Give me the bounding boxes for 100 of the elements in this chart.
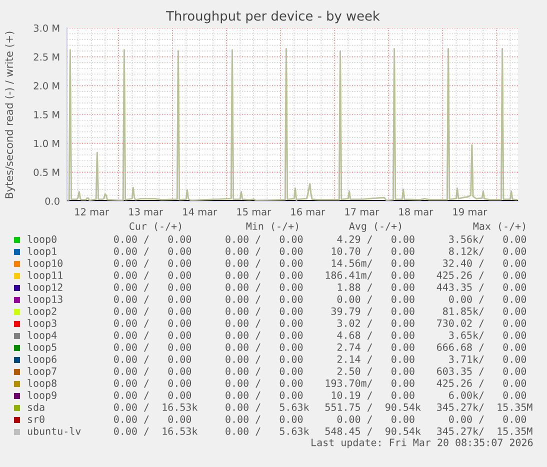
legend-label: loop13 [28,295,62,305]
text: 0.00 / 5.63k [226,403,310,412]
legend-label: loop6 [28,355,56,365]
x-tick-label: 18 mar [399,208,434,216]
text: 0.00 / 0.00 [226,343,303,352]
text: 0.00 / 0.00 [226,331,303,340]
text: 0.00 / 0.00 [226,355,303,364]
text: Min (-/+) [246,222,298,232]
y-tick-label: 1.5 M [34,111,60,118]
x-tick-label: 13 mar [129,208,164,216]
text: 186.41m/ 0.00 [326,271,414,280]
text: 345.27k/ 15.35M [437,403,532,412]
text: 193.70m/ 0.00 [326,379,414,388]
text: Cur (-/+) [130,222,182,232]
legend-label: loop9 [28,391,56,401]
text: 8.12k/ 0.00 [449,247,526,256]
legend-label: loop0 [28,235,56,245]
text: 0.00 / 0.00 [114,379,192,388]
x-tick-label: 12 mar [75,208,110,216]
legend-label: loop4 [28,331,57,341]
text: 666.68 / 0.00 [437,343,526,352]
text: 0.00 / 0.00 [226,319,303,328]
text: 81.85k/ 0.00 [443,307,526,316]
text: 0.00 / 0.00 [226,235,303,244]
text: 10.19 / 0.00 [332,391,414,400]
text: 0.00 / 0.00 [114,235,192,244]
text: 0.00 / 0.00 [337,295,414,304]
text: 0.00 / 0.00 [226,283,303,292]
legend-label: loop12 [28,283,62,293]
text: 4.29 / 0.00 [337,235,414,244]
y-tick-label: 1.0 M [34,140,60,148]
text: 0.00 / 0.00 [114,295,192,304]
text: 10.70 / 0.00 [332,247,414,256]
legend-label: sda [28,403,44,411]
legend-label: loop1 [28,247,56,257]
text: 0.00 / 0.00 [114,283,192,292]
y-tick-label: 2.0 M [34,82,60,90]
text: 4.68 / 0.00 [337,331,414,340]
text: 0.00 / 0.00 [114,367,192,376]
legend-label: loop8 [28,379,56,389]
y-tick-label: 0.5 M [34,168,60,176]
x-tick-label: 19 mar [453,208,488,216]
text: 730.02 / 0.00 [437,319,526,328]
text: 2.14 / 0.00 [337,355,414,364]
text: 0.00 / 0.00 [226,307,303,316]
text: 0.00 / 0.00 [337,415,414,424]
text: Last update: Fri Mar 20 08:35:07 2026 [312,438,533,448]
text: 3.02 / 0.00 [337,319,414,328]
text: Max (-/+) [473,222,526,232]
text: 443.35 / 0.00 [436,283,526,292]
text: 425.26 / 0.00 [436,271,526,280]
text: 0.00 / 0.00 [114,307,192,316]
text: 0.00 / 0.00 [226,259,303,268]
x-tick-label: 17 mar [345,208,380,216]
text: 0.00 / 0.00 [114,415,192,424]
text: 0.00 / 16.53k [114,427,198,436]
text: 0.00 / 0.00 [114,355,192,364]
text: Avg (-/+) [349,222,402,232]
x-tick-label: 14 mar [183,208,218,216]
text: 3.71k/ 0.00 [449,355,526,364]
text: 0.00 / 16.53k [114,403,198,412]
text: 0.00 / 0.00 [114,343,192,352]
text: 0.00 / 0.00 [226,391,303,400]
legend-label: loop11 [28,271,62,281]
legend-label: loop5 [28,343,56,353]
legend-label: sr0 [28,415,44,423]
text: 32.40 / 0.00 [443,259,526,268]
chart-title: Throughput per device - by week [166,10,380,24]
text: 14.56m/ 0.00 [332,259,414,268]
text: 0.00 / 0.00 [226,247,303,256]
y-tick-label: 0.0 [45,197,60,205]
text: 0.00 / 0.00 [114,259,192,268]
text: 603.35 / 0.00 [437,367,526,376]
legend-label: loop2 [28,307,56,317]
text: 0.00 / 0.00 [226,295,303,304]
text: 1.88 / 0.00 [338,283,414,292]
legend-label: loop7 [28,367,56,377]
text: 0.00 / 0.00 [114,331,192,340]
text: 0.00 / 0.00 [226,367,303,376]
y-tick-label: 3.0 M [34,24,60,32]
text: 0.00 / 0.00 [226,415,303,424]
text: 0.00 / 0.00 [226,379,303,388]
y-axis-title: Bytes/second read (-) / write (+) [4,32,16,198]
text: 0.00 / 0.00 [226,271,303,280]
x-tick-label: 15 mar [237,208,272,216]
text: 425.26 / 0.00 [436,379,526,388]
text: 3.56k/ 0.00 [449,235,526,244]
text: 0.00 / 0.00 [114,319,192,328]
text: 0.00 / 0.00 [449,295,526,304]
legend-label: loop10 [28,259,62,269]
text: 0.00 / 0.00 [114,271,192,280]
text: 551.75 / 90.54k [325,403,421,412]
text: 548.45 / 90.54k [325,427,421,436]
text: 2.74 / 0.00 [337,343,414,352]
text: 0.00 / 0.00 [114,391,192,400]
text: 0.00 / 5.63k [226,427,310,436]
text: 345.27k/ 15.35M [437,427,532,436]
legend-label: loop3 [28,319,56,329]
x-tick-label: 16 mar [291,208,326,216]
text: 3.65k/ 0.00 [449,331,526,340]
